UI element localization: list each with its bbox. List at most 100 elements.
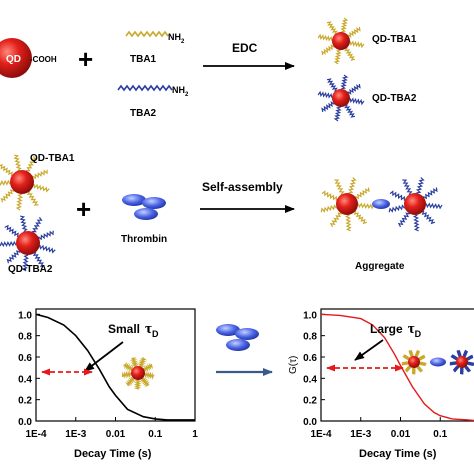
left-y-tick-labels: 1.0 0.8 0.6 0.4 0.2 0.0 (18, 310, 40, 428)
tba2-label: TBA2 (130, 108, 157, 119)
plus-sign-row1: + (78, 44, 93, 74)
bound-thrombin-small (430, 357, 446, 367)
x-tick-label: 1 (192, 429, 198, 440)
dna-strand (344, 47, 356, 61)
dna-strand (39, 244, 56, 254)
right-x-axis-label: Decay Time (s) (359, 448, 437, 460)
row2-qd-tba2-label: QD-TBA2 (8, 264, 53, 275)
y-tick-label: 0.0 (303, 417, 317, 428)
dna-strand (459, 367, 464, 375)
y-tick-label: 0.4 (303, 374, 317, 385)
self-assembly-label: Self-assembly (202, 180, 283, 194)
tba1-strand (125, 30, 169, 38)
qd-aggregate (320, 177, 443, 232)
dna-strand (333, 49, 342, 65)
dna-strand (450, 354, 458, 361)
dna-strand (466, 354, 474, 361)
qd-tba1-conjugate (317, 17, 365, 65)
left-x-axis-label: Decay Time (s) (74, 448, 152, 460)
dna-strand (402, 179, 413, 195)
right-y-tick-labels: 1.0 0.8 0.6 0.4 0.2 0.0 (303, 310, 325, 428)
x-tick-label: 1E-3 (350, 429, 372, 440)
dna-strand (425, 202, 443, 210)
dna-strand (418, 354, 426, 361)
dna-strand (462, 349, 469, 357)
dna-strand (347, 26, 361, 38)
left-plot: 1.0 0.8 0.6 0.4 0.2 0.0 1E-4 1E-3 0.01 0.1 1 Deca… (18, 308, 198, 460)
right-plot: 1.00.80.60.40.20.0 1E-41E-30.010.11 G(τ)… (288, 308, 474, 460)
dna-strand (32, 217, 43, 233)
qd-sphere (404, 193, 426, 215)
dna-strand (144, 371, 155, 380)
dna-strand (32, 169, 48, 180)
dna-strand (422, 187, 438, 200)
y-tick-label: 0.8 (303, 332, 317, 343)
qd-sphere (336, 193, 358, 215)
dna-strand (388, 204, 406, 213)
qd-sphere (0, 38, 32, 78)
right-aggregate-icon (401, 349, 474, 375)
qd-sphere (456, 356, 468, 368)
dna-strand (401, 361, 409, 366)
dna-strand (354, 187, 370, 200)
dna-strand (121, 370, 132, 379)
dna-strand (348, 177, 357, 194)
tba1-strand-group: NH2 TBA1 (125, 30, 185, 65)
dna-strand (317, 33, 333, 42)
dna-strand (321, 44, 335, 56)
dna-strand (357, 202, 375, 210)
dna-strand (404, 365, 412, 373)
dna-strand (353, 210, 368, 225)
qd-tba2-label: QD-TBA2 (372, 93, 417, 104)
dna-strand (397, 212, 410, 228)
y-tick-label: 0.6 (303, 353, 317, 364)
dna-strand (421, 210, 436, 225)
bound-thrombin (372, 199, 390, 209)
left-annotation-arrow (84, 341, 124, 372)
y-tick-label: 1.0 (303, 310, 317, 321)
dna-strand (412, 214, 420, 232)
qd-tba1-label: QD-TBA1 (372, 34, 417, 45)
tba1-label: TBA1 (130, 54, 157, 65)
row2-input-conjugates: QD-TBA1 QD-TBA2 (0, 153, 75, 275)
left-decay-curve (35, 313, 195, 421)
dna-strand (4, 224, 19, 238)
dna-strand (456, 350, 462, 358)
middle-thrombin-icon (216, 324, 259, 351)
dna-strand (133, 379, 142, 390)
qd-tba2-conjugate-row2 (0, 215, 56, 272)
qd-sphere (10, 170, 34, 194)
qd-sphere (332, 32, 350, 50)
qd-sphere (332, 89, 350, 107)
qd-label: QD (6, 54, 21, 65)
x-tick-label: 1E-4 (25, 429, 47, 440)
dna-strand (6, 250, 21, 264)
nh2-tba2: NH2 (172, 85, 189, 98)
dna-strand (125, 376, 136, 387)
dna-strand (321, 101, 335, 113)
dna-strand (38, 230, 54, 241)
x-tick-label: 0.01 (391, 429, 411, 440)
x-tick-label: 0.01 (106, 429, 126, 440)
self-assembly-arrow: Self-assembly (200, 180, 295, 213)
aggregate-graphic (320, 177, 443, 232)
left-single-qd-icon (121, 357, 155, 390)
dna-strand (333, 106, 342, 122)
left-x-tick-labels: 1E-4 1E-3 0.01 0.1 1 (25, 417, 198, 440)
dna-strand (26, 190, 39, 206)
dna-strand (467, 361, 474, 367)
y-tick-label: 0.0 (18, 417, 32, 428)
dna-strand (321, 190, 337, 201)
dna-strand (137, 357, 148, 367)
left-annotation: Small τD (108, 321, 159, 339)
dna-strand (19, 215, 28, 233)
dna-strand (32, 251, 45, 267)
dna-strand (123, 362, 134, 372)
dna-strand (0, 179, 11, 187)
aggregate-label: Aggregate (355, 261, 405, 272)
right-annotation-arrow (354, 339, 384, 361)
dna-strand (402, 354, 410, 361)
dna-strand (334, 179, 345, 195)
dna-strand (411, 367, 416, 375)
edc-label: EDC (232, 41, 258, 55)
